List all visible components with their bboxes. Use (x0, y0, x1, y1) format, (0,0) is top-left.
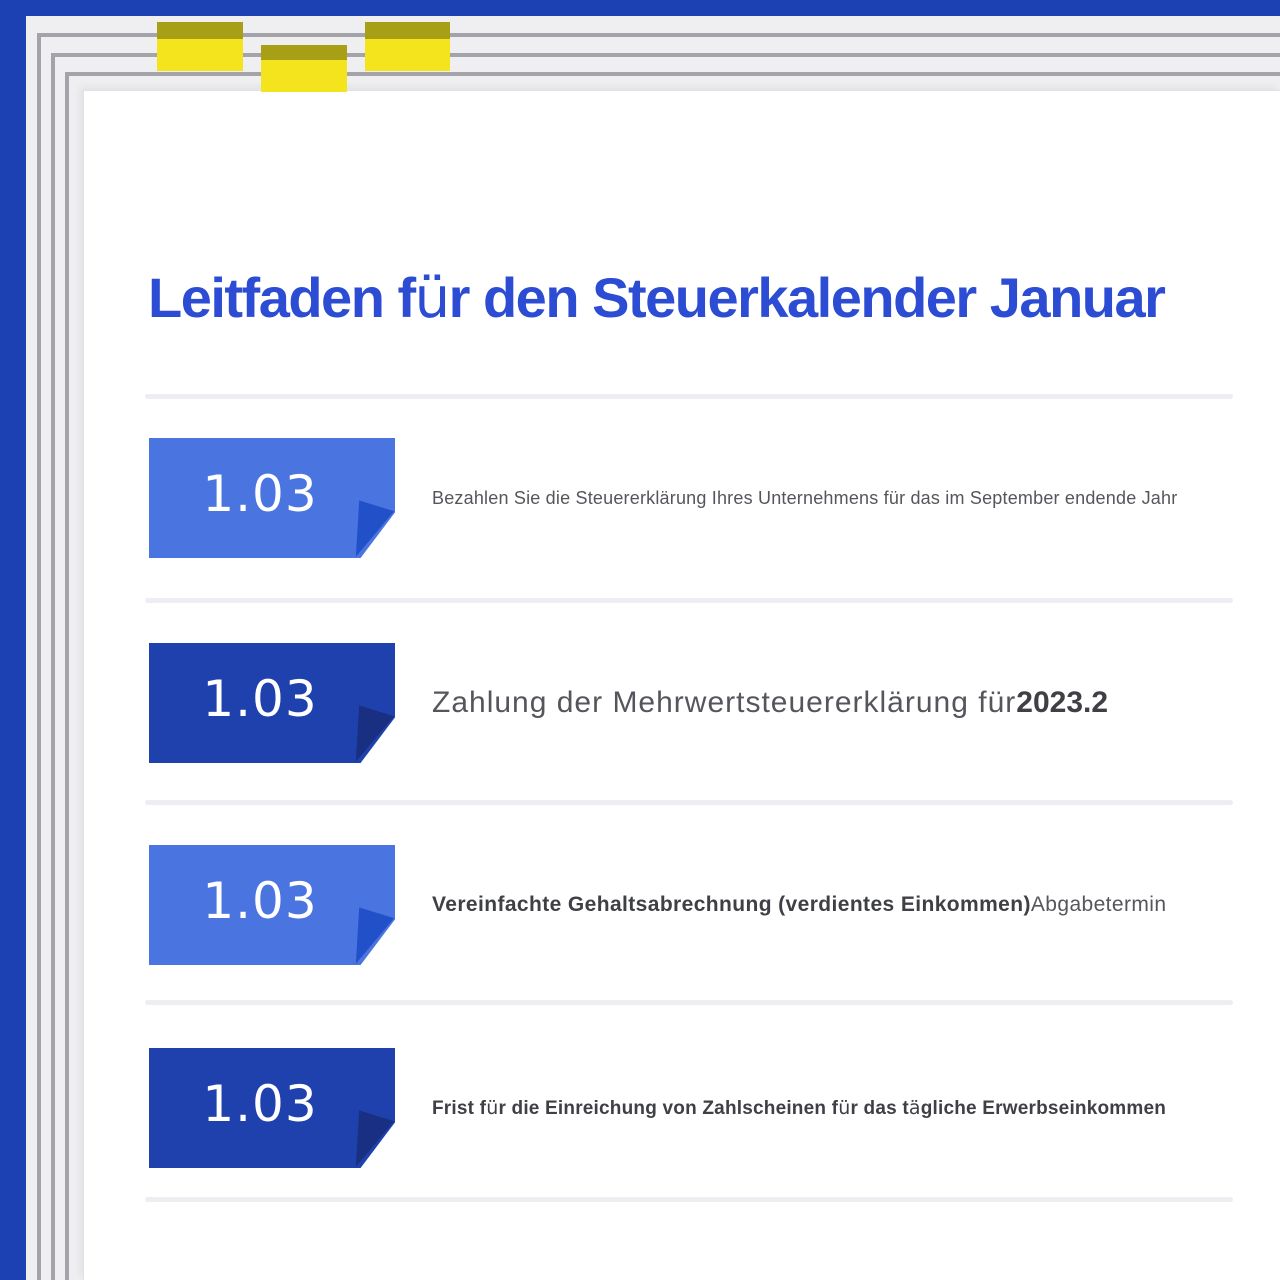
row-2-description: Zahlung der Mehrwertsteuererklärung für … (432, 643, 1240, 763)
date-badge-3: 1.03 (149, 845, 395, 965)
tape-strip-1-shadow (157, 22, 243, 39)
tape-strip-1 (157, 22, 243, 71)
tape-strip-2 (261, 45, 347, 92)
row-4-description: Frist für die Einreichung von Zahlschein… (432, 1048, 1240, 1168)
row-divider (145, 800, 1233, 805)
date-badge-3-label: 1.03 (202, 872, 318, 930)
date-badge-4-label: 1.03 (202, 1075, 318, 1133)
tape-strip-2-shadow (261, 45, 347, 60)
row-3-description: Vereinfachte Gehaltsabrechnung (verdient… (432, 845, 1240, 965)
row-4-text-bold: Frist für die Einreichung von Zahlschein… (432, 1096, 1167, 1119)
date-badge-2: 1.03 (149, 643, 395, 763)
tape-strip-3-body (365, 39, 450, 71)
tape-strip-1-body (157, 39, 243, 71)
tape-strip-3-shadow (365, 22, 450, 39)
row-divider (145, 1197, 1233, 1202)
page-title: Leitfaden für den Steuerkalender Januar (148, 265, 1166, 331)
date-badge-2-face: 1.03 (149, 643, 395, 763)
row-1-description: Bezahlen Sie die Steuererklärung Ihres U… (432, 438, 1240, 558)
row-2-text-regular: Zahlung der Mehrwertsteuererklärung für (432, 686, 1017, 719)
date-badge-1-face: 1.03 (149, 438, 395, 558)
date-badge-1: 1.03 (149, 438, 395, 558)
date-badge-3-face: 1.03 (149, 845, 395, 965)
row-divider (145, 394, 1233, 399)
row-3-text-regular: Abgabetermin (1030, 893, 1167, 916)
date-badge-1-label: 1.03 (202, 465, 318, 523)
row-divider (145, 598, 1233, 603)
date-badge-4: 1.03 (149, 1048, 395, 1168)
tape-strip-3 (365, 22, 450, 71)
date-badge-4-face: 1.03 (149, 1048, 395, 1168)
date-badge-2-label: 1.03 (202, 670, 318, 728)
row-1-text: Bezahlen Sie die Steuererklärung Ihres U… (432, 487, 1178, 508)
row-2-text-bold: 2023.2 (1016, 686, 1109, 719)
row-divider (145, 1000, 1233, 1005)
row-3-text-bold: Vereinfachte Gehaltsabrechnung (verdient… (432, 893, 1031, 916)
tape-strip-2-body (261, 60, 347, 92)
